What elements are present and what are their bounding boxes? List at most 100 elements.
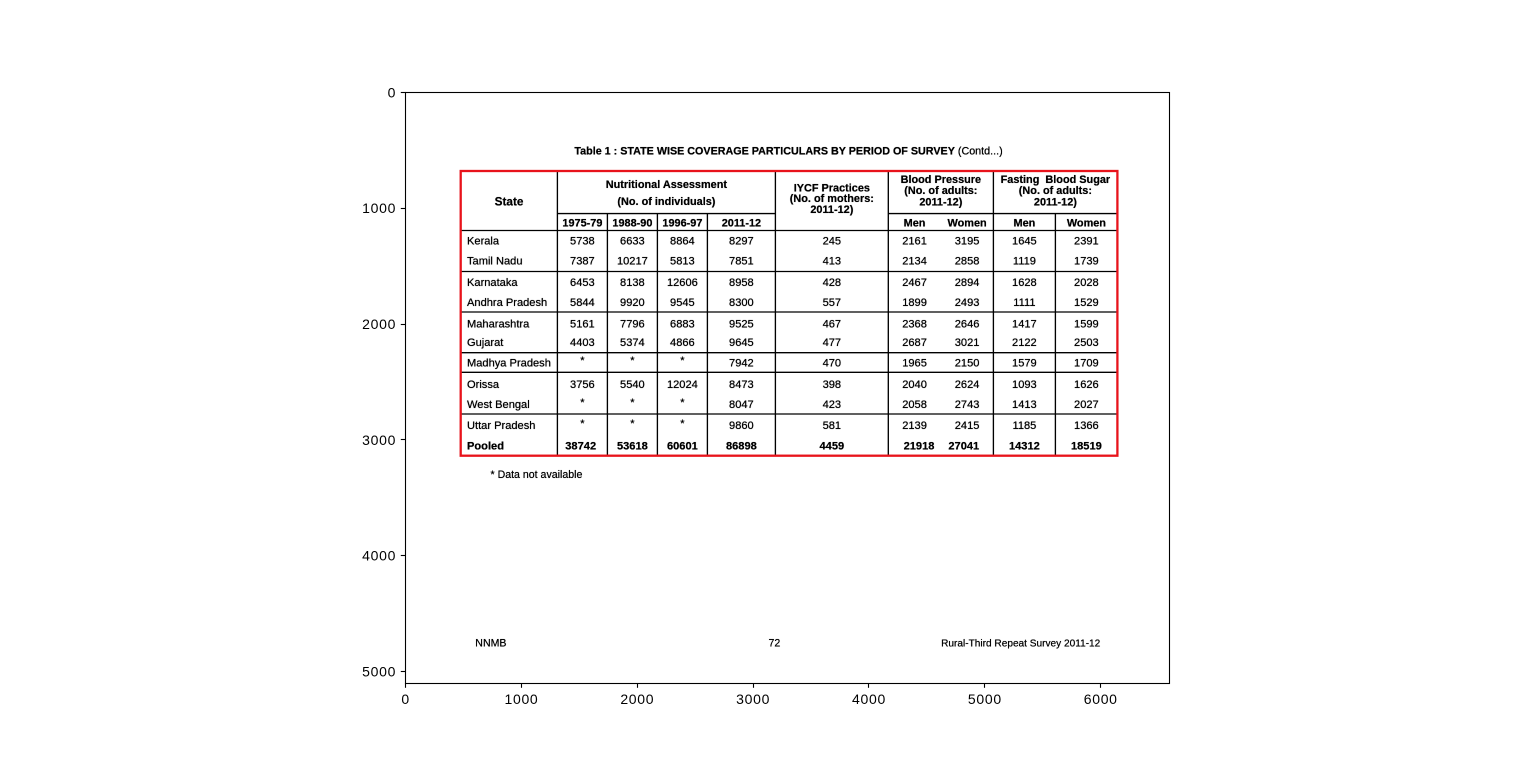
svg-text:2894: 2894 bbox=[955, 277, 980, 289]
svg-text:9645: 9645 bbox=[729, 337, 754, 349]
svg-text:Karnataka: Karnataka bbox=[467, 277, 518, 289]
svg-text:5540: 5540 bbox=[620, 379, 645, 391]
svg-text:Men: Men bbox=[904, 218, 926, 230]
svg-text:Rural-Third Repeat Survey 2011: Rural-Third Repeat Survey 2011-12 bbox=[941, 638, 1101, 649]
svg-text:557: 557 bbox=[823, 297, 842, 309]
svg-text:7942: 7942 bbox=[729, 357, 754, 369]
svg-text:1417: 1417 bbox=[1012, 319, 1037, 331]
svg-text:*: * bbox=[630, 418, 635, 430]
svg-text:Andhra Pradesh: Andhra Pradesh bbox=[467, 297, 547, 309]
svg-text:2058: 2058 bbox=[902, 399, 927, 411]
svg-text:1579: 1579 bbox=[1012, 357, 1037, 369]
svg-text:2624: 2624 bbox=[955, 379, 980, 391]
svg-text:2858: 2858 bbox=[955, 256, 980, 268]
svg-text:2139: 2139 bbox=[902, 420, 927, 432]
svg-text:10217: 10217 bbox=[617, 256, 648, 268]
svg-text:1965: 1965 bbox=[902, 357, 927, 369]
svg-text:5000: 5000 bbox=[968, 691, 1002, 707]
svg-text:(No. of adults:: (No. of adults: bbox=[1019, 185, 1092, 197]
svg-text:*: * bbox=[630, 355, 635, 367]
svg-text:6453: 6453 bbox=[570, 277, 595, 289]
svg-text:1000: 1000 bbox=[362, 200, 396, 216]
svg-text:*: * bbox=[630, 397, 635, 409]
svg-text:West Bengal: West Bengal bbox=[467, 399, 530, 411]
svg-text:*: * bbox=[580, 418, 585, 430]
svg-text:7851: 7851 bbox=[729, 256, 754, 268]
svg-text:581: 581 bbox=[823, 420, 842, 432]
svg-text:470: 470 bbox=[823, 357, 842, 369]
svg-text:27041: 27041 bbox=[948, 440, 979, 452]
svg-text:6883: 6883 bbox=[670, 319, 695, 331]
svg-text:4403: 4403 bbox=[570, 337, 595, 349]
svg-text:1899: 1899 bbox=[902, 297, 927, 309]
svg-text:2011-12: 2011-12 bbox=[722, 218, 761, 230]
svg-text:8297: 8297 bbox=[729, 236, 754, 248]
svg-text:2011-12): 2011-12) bbox=[919, 197, 962, 209]
svg-text:1413: 1413 bbox=[1012, 399, 1037, 411]
svg-text:Women: Women bbox=[948, 218, 987, 230]
svg-text:14312: 14312 bbox=[1009, 440, 1040, 452]
svg-text:9860: 9860 bbox=[729, 420, 754, 432]
svg-text:9920: 9920 bbox=[620, 297, 645, 309]
svg-text:21918: 21918 bbox=[904, 440, 935, 452]
svg-text:6000: 6000 bbox=[1084, 691, 1118, 707]
svg-text:1093: 1093 bbox=[1012, 379, 1037, 391]
svg-text:1988-90: 1988-90 bbox=[612, 218, 652, 230]
svg-text:Table 1 : STATE WISE COVERAGE: Table 1 : STATE WISE COVERAGE PARTICULAR… bbox=[574, 146, 1002, 158]
svg-text:2493: 2493 bbox=[955, 297, 980, 309]
svg-text:7387: 7387 bbox=[570, 256, 595, 268]
svg-text:86898: 86898 bbox=[726, 440, 757, 452]
svg-text:6633: 6633 bbox=[620, 236, 645, 248]
svg-text:428: 428 bbox=[823, 277, 842, 289]
svg-text:1709: 1709 bbox=[1074, 357, 1099, 369]
svg-text:(No. of mothers:: (No. of mothers: bbox=[790, 193, 874, 205]
svg-text:2743: 2743 bbox=[955, 399, 980, 411]
svg-text:NNMB: NNMB bbox=[475, 638, 506, 650]
svg-text:1628: 1628 bbox=[1012, 277, 1037, 289]
svg-text:8958: 8958 bbox=[729, 277, 754, 289]
svg-text:4866: 4866 bbox=[670, 337, 695, 349]
svg-text:Men: Men bbox=[1014, 218, 1036, 230]
svg-text:Pooled: Pooled bbox=[467, 440, 504, 452]
svg-text:2687: 2687 bbox=[902, 337, 927, 349]
svg-text:*: * bbox=[680, 355, 685, 367]
svg-text:2027: 2027 bbox=[1074, 399, 1099, 411]
svg-text:2134: 2134 bbox=[902, 256, 927, 268]
svg-text:60601: 60601 bbox=[667, 440, 698, 452]
svg-text:398: 398 bbox=[823, 379, 842, 391]
svg-text:12024: 12024 bbox=[667, 379, 698, 391]
svg-text:245: 245 bbox=[823, 236, 842, 248]
svg-text:1366: 1366 bbox=[1074, 420, 1099, 432]
svg-text:12606: 12606 bbox=[667, 277, 698, 289]
svg-text:(No. of adults:: (No. of adults: bbox=[904, 185, 977, 197]
svg-text:Fasting Blood Sugar: Fasting Blood Sugar bbox=[1001, 174, 1111, 186]
svg-text:Tamil Nadu: Tamil Nadu bbox=[467, 256, 523, 268]
svg-text:1996-97: 1996-97 bbox=[662, 218, 702, 230]
svg-text:Kerala: Kerala bbox=[467, 236, 500, 248]
svg-text:1119: 1119 bbox=[1013, 256, 1036, 268]
svg-text:2011-12): 2011-12) bbox=[1034, 197, 1077, 209]
svg-text:1111: 1111 bbox=[1013, 297, 1035, 309]
svg-text:53618: 53618 bbox=[617, 440, 648, 452]
svg-text:2467: 2467 bbox=[902, 277, 927, 289]
svg-text:*: * bbox=[580, 355, 585, 367]
svg-text:State: State bbox=[495, 194, 524, 208]
svg-text:9525: 9525 bbox=[729, 319, 754, 331]
svg-text:2000: 2000 bbox=[362, 316, 396, 332]
svg-text:2150: 2150 bbox=[955, 357, 980, 369]
svg-text:2368: 2368 bbox=[902, 319, 927, 331]
svg-text:3000: 3000 bbox=[362, 432, 396, 448]
svg-text:1626: 1626 bbox=[1074, 379, 1099, 391]
svg-text:Maharashtra: Maharashtra bbox=[467, 319, 530, 331]
svg-text:5161: 5161 bbox=[570, 319, 595, 331]
svg-text:Nutritional Assessment: Nutritional Assessment bbox=[606, 179, 728, 191]
svg-text:18519: 18519 bbox=[1071, 440, 1102, 452]
svg-text:477: 477 bbox=[823, 337, 842, 349]
svg-text:4000: 4000 bbox=[362, 548, 396, 564]
svg-text:5738: 5738 bbox=[570, 236, 595, 248]
svg-text:2011-12): 2011-12) bbox=[810, 204, 853, 216]
svg-text:2415: 2415 bbox=[955, 420, 980, 432]
svg-text:Uttar Pradesh: Uttar Pradesh bbox=[467, 420, 535, 432]
svg-text:1645: 1645 bbox=[1012, 236, 1037, 248]
svg-text:1975-79: 1975-79 bbox=[562, 218, 602, 230]
